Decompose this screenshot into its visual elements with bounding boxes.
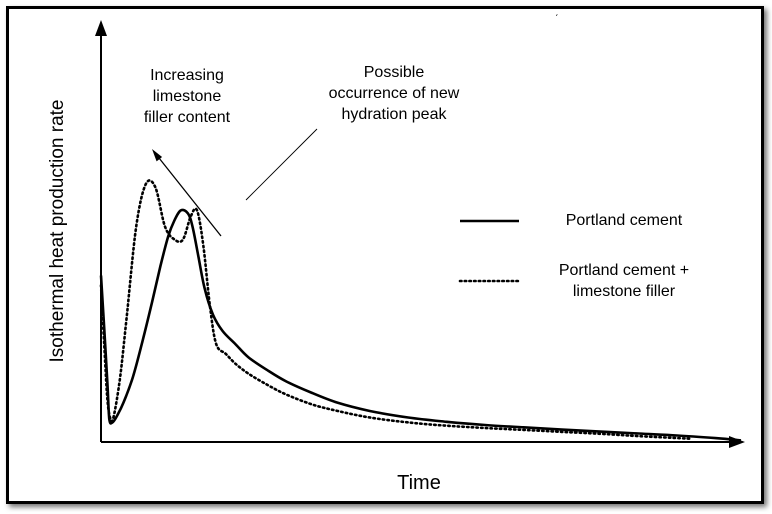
annotation-peak-line-3: hydration peak [342,106,448,123]
y-axis-arrow-icon [95,20,107,36]
series-line-portland-cement [99,208,742,442]
annotation-filler-line-1: Increasing [150,67,224,84]
legend-label-portland: Portland cement [566,212,683,229]
annotation-peak-line-1: Possible [364,64,425,81]
annotation-peak: Possible occurrence of new hydration pea… [245,64,460,201]
annotation-filler-arrowhead-icon [152,149,163,162]
y-axis-label: Isothermal heat production rate [47,100,68,363]
legend: Portland cement Portland cement + limest… [458,212,689,300]
annotation-filler: Increasing limestone filler content [144,67,231,237]
corner-mark: ˊ [555,13,558,25]
annotation-peak-leader-line [245,128,318,201]
annotation-filler-arrow [158,157,222,237]
annotation-filler-line-3: filler content [144,109,231,126]
legend-label-limestone-line-1: Portland cement + [559,262,689,279]
series-line-portland-limestone [99,179,692,440]
axes [95,20,745,448]
annotation-peak-line-2: occurrence of new [329,85,460,102]
annotation-filler-line-2: limestone [153,88,222,105]
legend-label-limestone-line-2: limestone filler [573,283,676,300]
x-axis-label: Time [397,472,441,494]
x-axis-arrow-icon [729,436,745,448]
series-layer [99,179,742,442]
